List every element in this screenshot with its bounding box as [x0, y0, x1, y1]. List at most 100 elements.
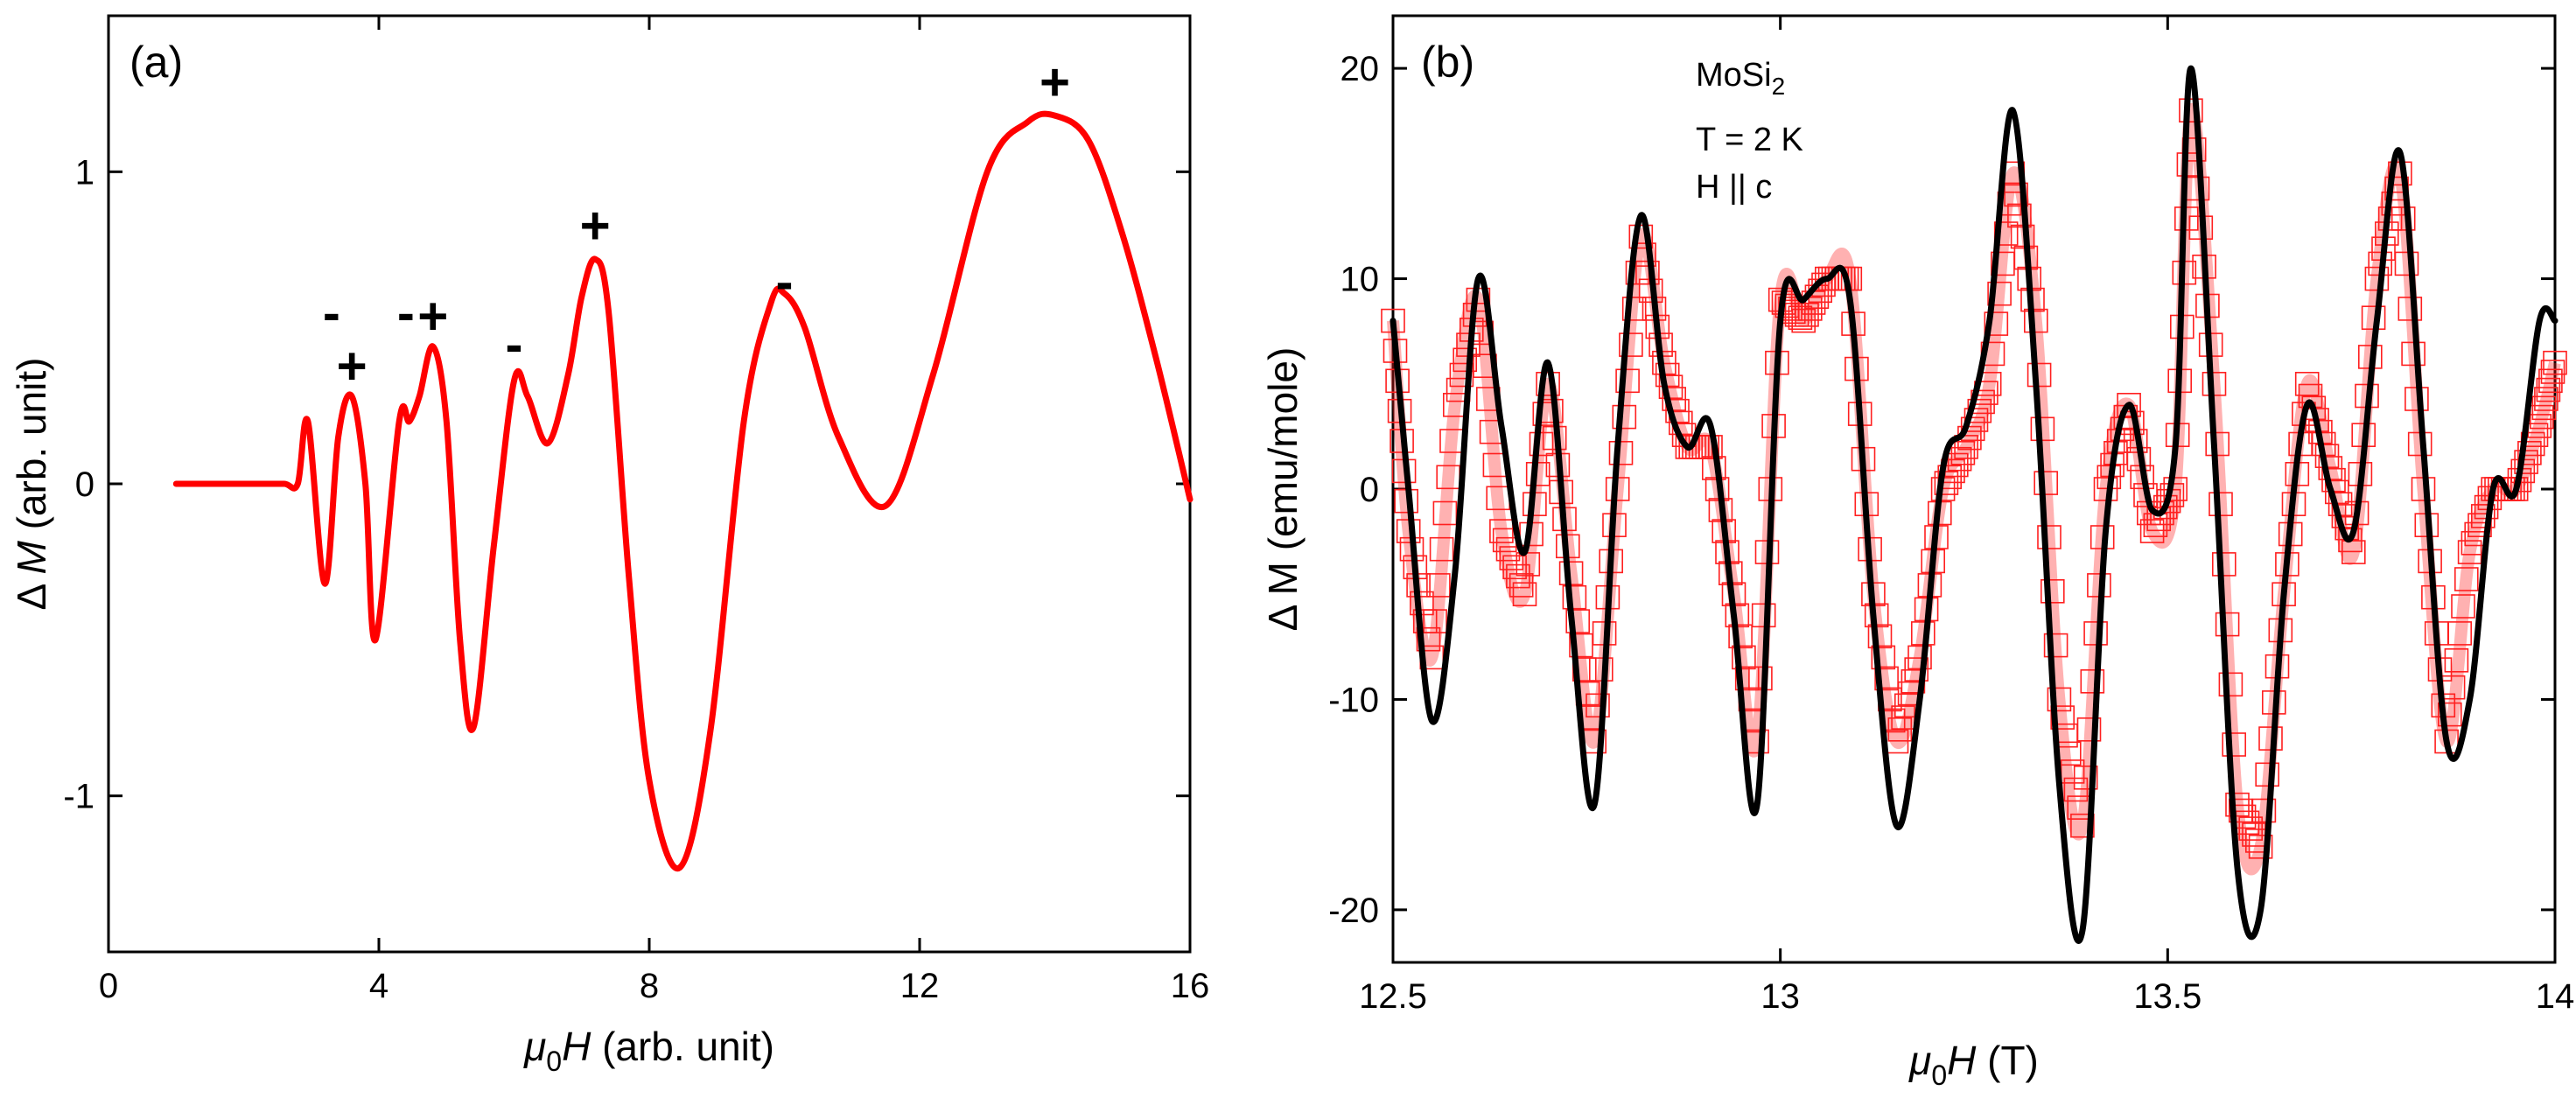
series-line-M — [172, 110, 1194, 872]
data-marker — [2543, 350, 2567, 375]
data-marker — [1612, 404, 1637, 430]
panel-a-xtick-label: 0 — [99, 967, 118, 1005]
data-marker — [2037, 525, 2062, 549]
data-marker — [2004, 182, 2028, 207]
data-marker — [1732, 645, 1756, 670]
data-marker — [1489, 519, 1514, 543]
data-marker — [2538, 368, 2563, 394]
data-marker — [2540, 360, 2566, 384]
data-marker — [2076, 717, 2102, 742]
panel-b-ytick-label: -10 — [1328, 681, 1379, 719]
data-marker — [2040, 578, 2065, 604]
data-marker — [1452, 347, 1477, 373]
plus-sign-annotation: + — [1040, 52, 1070, 111]
plus-sign-annotation: + — [337, 337, 368, 395]
panel-b-ylabel: Δ M (emu/mole) — [1260, 347, 1306, 632]
data-band — [1387, 102, 2561, 876]
data-marker — [1516, 552, 1541, 577]
minus-sign-annotation: - — [397, 283, 415, 342]
data-marker — [2073, 765, 2098, 790]
data-marker — [1987, 281, 2012, 306]
data-marker — [2034, 471, 2058, 495]
data-marker — [2255, 762, 2279, 787]
data-marker — [1867, 624, 1893, 649]
panel-b-ytick-label: 0 — [1360, 471, 1379, 509]
panel-b-xlabel-unit: (T) — [1976, 1038, 2039, 1083]
data-marker — [1621, 297, 1647, 321]
data-marker — [1871, 645, 1896, 670]
data-marker — [2080, 668, 2105, 694]
data-marker — [2050, 705, 2075, 730]
panel-a-ylabel: Δ M (arb. unit) — [9, 358, 54, 611]
data-marker — [1947, 446, 1972, 472]
panel-b-label: (b) — [1421, 38, 1474, 87]
panel-a-xlabel-subscript: 0 — [546, 1046, 562, 1077]
panel-b-ticks: 12.5 13 13.5 14 -20 -10 0 10 20 — [1328, 16, 2574, 1016]
panel-a-label: (a) — [130, 38, 183, 87]
data-marker — [2007, 203, 2032, 228]
data-marker — [1964, 408, 1989, 432]
data-marker — [2251, 798, 2277, 823]
data-marker — [2454, 567, 2479, 591]
data-marker — [2394, 251, 2419, 276]
panel-a-xtick-label: 16 — [1171, 967, 1210, 1005]
data-marker — [1529, 431, 1554, 457]
series-line-fit — [1390, 65, 2558, 944]
data-marker — [2070, 813, 2095, 838]
panel-a-xlabel-symbol: μ — [523, 1024, 546, 1069]
panel-b-ytick-label: 10 — [1340, 261, 1380, 299]
data-marker — [2030, 416, 2055, 442]
data-marker — [2212, 552, 2236, 577]
data-marker — [1423, 609, 1447, 633]
panel-a-sign-annotations: -+- + -+-+ — [323, 52, 1070, 395]
data-marker — [1562, 584, 1587, 610]
panel-b-field: H || c — [1696, 169, 1772, 206]
data-marker — [1499, 546, 1524, 570]
data-marker — [1960, 416, 1985, 442]
data-marker — [2398, 297, 2423, 321]
data-marker — [1908, 645, 1932, 670]
panel-b-xtick-label: 13 — [1760, 977, 1800, 1016]
data-marker — [2083, 621, 2108, 646]
data-marker — [2457, 540, 2482, 564]
plus-sign-annotation: + — [580, 196, 611, 255]
panel-a-xlabel-var: H — [562, 1024, 592, 1069]
panel-a-ylabel-unit: (arb. unit) — [9, 358, 54, 542]
panel-b-xtick-label: 12.5 — [1359, 977, 1427, 1016]
minus-sign-annotation: - — [776, 253, 794, 311]
data-marker — [1615, 368, 1640, 394]
data-marker — [2047, 687, 2072, 712]
data-marker — [1502, 555, 1527, 580]
panel-a-ticks: 0 4 8 12 16 -1 0 1 — [63, 16, 1209, 1005]
data-marker — [1512, 582, 1537, 607]
panel-a-ylabel-var: M — [9, 541, 54, 575]
data-marker — [1416, 626, 1441, 652]
panel-b-xlabel: μ0H (T) — [1908, 1038, 2039, 1091]
data-marker — [1950, 440, 1976, 465]
panel-b-material-sub: 2 — [1772, 73, 1786, 100]
panel-a-xtick-label: 8 — [640, 967, 659, 1005]
data-marker — [2531, 395, 2557, 421]
panel-a-ytick-label: 1 — [75, 153, 94, 192]
panel-b-xlabel-var: H — [1947, 1038, 1977, 1083]
data-marker — [2451, 594, 2475, 619]
data-marker — [1984, 311, 2009, 336]
panel-b-ytick-label: -20 — [1328, 892, 1379, 930]
minus-sign-annotation: - — [323, 283, 340, 342]
panel-b-xlabel-subscript: 0 — [1931, 1060, 1947, 1091]
data-marker — [2238, 816, 2263, 841]
data-marker — [2248, 834, 2273, 859]
data-marker — [2444, 647, 2469, 673]
panel-a-xlabel-unit: (arb. unit) — [591, 1024, 774, 1069]
panel-a-ytick-label: -1 — [63, 778, 94, 816]
panel-a-ylabel-prefix: Δ — [9, 575, 54, 611]
data-marker — [1426, 573, 1451, 598]
data-marker — [2163, 477, 2188, 501]
data-marker — [2215, 612, 2240, 637]
data-marker — [2364, 266, 2390, 291]
data-marker — [1728, 624, 1753, 649]
plus-sign-annotation: + — [417, 287, 448, 346]
data-marker — [1788, 305, 1813, 331]
